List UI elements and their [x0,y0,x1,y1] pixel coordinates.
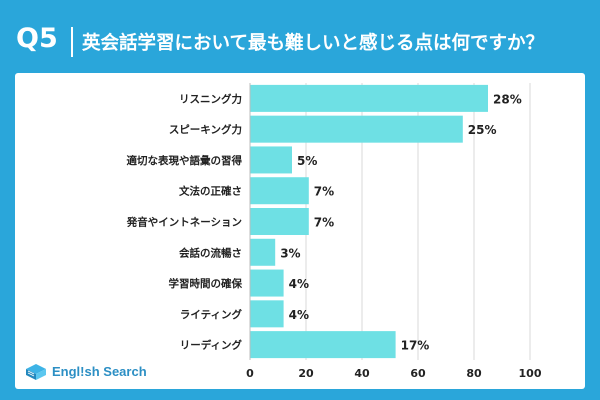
x-tick-label: 20 [298,367,314,380]
x-tick-label: 100 [519,367,542,380]
data-label: 4% [289,277,309,291]
question-title: 英会話学習において最も難しいと感じる点は何ですか？ [82,33,544,54]
bar [250,146,292,174]
data-label: 28% [493,92,522,106]
bar [250,208,309,235]
header-divider [71,27,73,57]
category-label: リーディング [180,339,243,352]
category-label: 学習時間の確保 [169,277,243,290]
bar [250,115,463,143]
x-tick-label: 80 [466,367,482,380]
book-logo-icon [26,364,46,380]
bar [250,177,309,205]
data-label: 25% [468,123,497,137]
x-tick-label: 40 [354,367,370,380]
data-label: 4% [289,308,309,322]
header: Q5 英会話学習において最も難しいと感じる点は何ですか？ [0,0,600,78]
category-label: 適切な表現や語彙の習得 [127,154,243,167]
x-tick-label: 0 [246,367,254,380]
category-label: リスニング力 [179,92,242,105]
logo: Engl!sh Search [24,361,147,381]
category-label: スピーキング力 [169,123,242,136]
data-label: 3% [280,246,300,260]
category-label: 発音やイントネーション [126,216,242,229]
x-tick-label: 60 [410,367,426,380]
category-label: 文法の正確さ [178,185,242,198]
question-number: Q5 [16,23,58,54]
category-label: ライティング [180,308,243,321]
bar [250,331,396,359]
logo-text: Engl!sh Search [52,363,147,379]
bar [250,84,488,112]
data-label: 7% [314,216,334,230]
data-label: 17% [401,339,430,353]
data-label: 7% [314,185,334,199]
bar [250,269,284,297]
bar [250,238,276,266]
data-label: 5% [297,154,317,168]
category-label: 会話の流暢さ [179,246,242,259]
bar [250,300,284,328]
